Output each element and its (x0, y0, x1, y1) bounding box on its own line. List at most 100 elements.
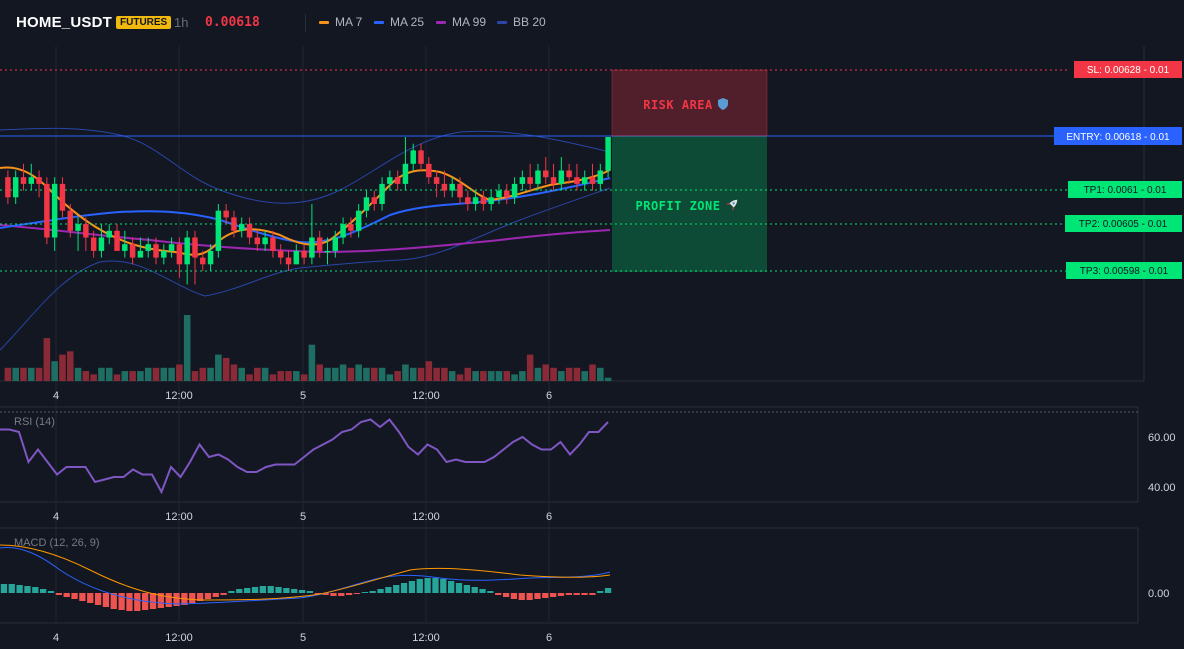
candle[interactable] (566, 163, 572, 184)
candle[interactable] (246, 217, 253, 245)
candle[interactable] (67, 204, 73, 238)
macd-hist-bar (385, 587, 392, 593)
candle[interactable] (285, 250, 292, 271)
candle[interactable] (504, 183, 510, 204)
macd-hist-bar (393, 585, 400, 593)
candle[interactable] (223, 204, 229, 225)
candle[interactable] (597, 163, 604, 191)
candle[interactable] (496, 183, 502, 204)
candle[interactable] (394, 170, 401, 191)
candle[interactable] (379, 177, 385, 211)
candle[interactable] (355, 204, 362, 238)
candle[interactable] (332, 230, 339, 258)
candle[interactable] (293, 244, 300, 265)
candle[interactable] (168, 237, 175, 258)
symbol-name[interactable]: HOME_USDT (16, 14, 112, 31)
candle[interactable] (519, 170, 526, 191)
volume-bar (480, 371, 487, 381)
candle[interactable] (270, 230, 276, 258)
candle[interactable] (12, 170, 19, 205)
time-axis-macd[interactable]: 4 12:00 5 12:00 6 (53, 632, 552, 644)
candle[interactable] (441, 170, 448, 198)
candle[interactable] (387, 170, 393, 191)
candle[interactable] (348, 217, 354, 238)
candle[interactable] (301, 244, 307, 265)
candle[interactable] (231, 210, 237, 238)
candle[interactable] (277, 244, 284, 265)
candle[interactable] (98, 224, 105, 258)
candle[interactable] (465, 190, 471, 211)
candle[interactable] (410, 143, 416, 171)
candle[interactable] (324, 237, 331, 265)
candle[interactable] (200, 250, 206, 271)
candle[interactable] (480, 190, 487, 211)
candle[interactable] (511, 177, 518, 204)
candle[interactable] (161, 244, 167, 265)
candle[interactable] (122, 230, 128, 258)
candle[interactable] (581, 170, 588, 191)
candle[interactable] (262, 230, 268, 251)
candle[interactable] (114, 224, 120, 251)
candle[interactable] (59, 177, 66, 218)
timeframe-label[interactable]: 1h (174, 15, 189, 30)
candle[interactable] (192, 230, 198, 285)
legend-bb20[interactable]: BB 20 (497, 15, 546, 29)
candle[interactable] (239, 217, 245, 238)
candle[interactable] (44, 177, 50, 245)
entry-price-label[interactable]: ENTRY: 0.00618 - 0.01 (1054, 127, 1182, 145)
tp3-price-label[interactable]: TP3: 0.00598 - 0.01 (1066, 262, 1182, 279)
candle[interactable] (75, 217, 81, 251)
candle[interactable] (449, 177, 455, 198)
candle[interactable] (51, 177, 58, 251)
candle[interactable] (457, 177, 463, 204)
candle[interactable] (535, 163, 541, 191)
candle[interactable] (543, 157, 549, 184)
candle[interactable] (402, 137, 409, 191)
candle[interactable] (426, 157, 432, 184)
candle[interactable] (215, 204, 222, 258)
candle[interactable] (207, 244, 214, 271)
candle[interactable] (176, 237, 183, 278)
candle[interactable] (488, 190, 494, 211)
tp1-price-label[interactable]: TP1: 0.0061 - 0.01 (1068, 181, 1182, 198)
candle[interactable] (28, 163, 35, 191)
candle[interactable] (605, 137, 611, 178)
candle[interactable] (153, 237, 159, 265)
candle[interactable] (309, 204, 315, 265)
legend-ma99[interactable]: MA 99 (436, 15, 486, 29)
candle[interactable] (371, 190, 377, 211)
risk-zone[interactable] (612, 70, 767, 136)
volume-bar (28, 367, 35, 381)
candle[interactable] (472, 190, 479, 211)
candle[interactable] (418, 143, 424, 171)
candle[interactable] (550, 163, 557, 191)
candle[interactable] (106, 224, 112, 245)
legend-ma7[interactable]: MA 7 (319, 15, 362, 29)
candle[interactable] (20, 163, 27, 191)
candle[interactable] (433, 170, 440, 198)
candle[interactable] (83, 217, 89, 251)
candle-body (394, 177, 401, 184)
legend-ma25[interactable]: MA 25 (374, 15, 424, 29)
candle[interactable] (340, 217, 346, 245)
candle[interactable] (36, 170, 42, 198)
time-axis-rsi[interactable]: 4 12:00 5 12:00 6 (53, 511, 552, 523)
candle[interactable] (558, 157, 565, 191)
candle[interactable] (90, 230, 97, 258)
candle[interactable] (589, 163, 596, 191)
candle[interactable] (254, 230, 261, 251)
candle[interactable] (527, 163, 533, 191)
tp2-price-label[interactable]: TP2: 0.00605 - 0.01 (1065, 215, 1182, 232)
profit-zone[interactable] (612, 136, 767, 272)
sl-price-label[interactable]: SL: 0.00628 - 0.01 (1074, 61, 1182, 78)
candle[interactable] (184, 230, 190, 285)
candle[interactable] (129, 237, 136, 265)
candle[interactable] (316, 230, 323, 258)
candle[interactable] (137, 237, 144, 258)
candle[interactable] (574, 163, 580, 191)
time-axis-main[interactable]: 4 12:00 5 12:00 6 (53, 390, 552, 402)
candle[interactable] (145, 237, 151, 258)
candle[interactable] (5, 170, 11, 205)
candle[interactable] (363, 190, 370, 218)
